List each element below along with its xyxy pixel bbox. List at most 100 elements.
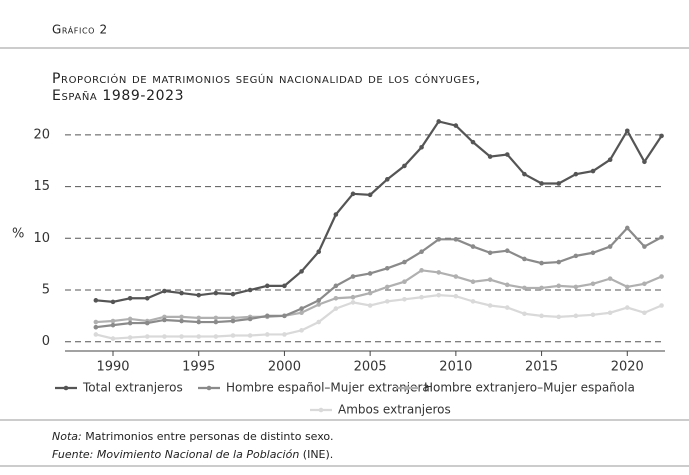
point <box>470 279 476 285</box>
chart-title: Proporción de matrimonios según nacional… <box>52 71 481 87</box>
point <box>367 192 373 198</box>
point <box>230 333 236 338</box>
point <box>539 285 544 291</box>
point <box>367 271 373 276</box>
legend-marker <box>63 385 69 391</box>
point <box>127 295 133 301</box>
point <box>144 320 150 326</box>
point <box>179 290 184 296</box>
legend-label: Ambos extranjeros <box>338 403 451 417</box>
point <box>487 303 493 308</box>
point <box>247 333 253 338</box>
point <box>196 292 202 298</box>
point <box>144 334 150 339</box>
point <box>264 283 270 289</box>
point <box>213 315 219 321</box>
point <box>162 288 167 294</box>
x-tick-label: 2000 <box>268 360 301 375</box>
point <box>333 283 339 289</box>
y-tick-label: 0 <box>42 334 50 349</box>
point <box>350 191 356 197</box>
point <box>504 152 510 157</box>
x-tick-label: 1990 <box>96 360 129 375</box>
point <box>264 332 270 337</box>
y-axis-label: % <box>12 227 24 242</box>
point <box>110 318 116 324</box>
point <box>196 334 202 339</box>
x-tick-label: 2010 <box>439 360 472 375</box>
source-label: Fuente: <box>52 448 93 461</box>
point <box>213 319 219 325</box>
point <box>659 234 664 240</box>
point <box>316 298 322 303</box>
point <box>624 128 630 134</box>
point <box>590 250 596 256</box>
point <box>316 249 322 255</box>
point <box>127 335 133 340</box>
x-tick-label: 2005 <box>354 360 387 375</box>
point <box>436 237 442 242</box>
point <box>419 268 424 273</box>
point <box>162 317 167 323</box>
point <box>470 299 476 304</box>
point <box>453 274 459 279</box>
point <box>402 279 407 285</box>
point <box>487 250 493 256</box>
point <box>384 177 390 182</box>
point <box>607 244 613 249</box>
point <box>350 300 356 305</box>
point <box>264 313 270 319</box>
point <box>504 282 510 288</box>
legend-label: Hombre extranjero–Mujer española <box>424 381 635 395</box>
point <box>453 237 459 242</box>
point <box>247 287 253 293</box>
point <box>419 249 424 255</box>
point <box>556 181 562 186</box>
point <box>299 306 304 311</box>
point <box>470 244 476 249</box>
x-tick-label: 2020 <box>611 360 644 375</box>
y-tick-label: 20 <box>33 127 50 142</box>
point <box>333 295 339 301</box>
point <box>419 144 424 150</box>
point <box>196 315 202 321</box>
point <box>504 305 510 310</box>
point <box>470 139 476 145</box>
point <box>282 313 287 319</box>
series-line <box>95 294 662 340</box>
point <box>93 319 99 325</box>
point <box>93 298 99 303</box>
point <box>556 259 562 265</box>
point <box>402 259 407 265</box>
point <box>642 159 647 165</box>
chart-subtitle: España 1989-2023 <box>52 88 184 104</box>
point <box>179 314 184 320</box>
point <box>624 305 630 310</box>
point <box>504 248 510 253</box>
point <box>350 274 356 279</box>
point <box>573 253 579 259</box>
source-text: Movimiento Nacional de la Población <box>97 448 299 461</box>
point <box>539 313 544 319</box>
series-line <box>95 269 662 324</box>
point <box>127 320 133 326</box>
y-tick-label: 5 <box>42 282 50 297</box>
note-text: Matrimonios entre personas de distinto s… <box>85 430 333 443</box>
point <box>230 318 236 324</box>
point <box>93 332 99 337</box>
point <box>607 310 613 316</box>
point <box>110 322 116 328</box>
point <box>607 157 613 163</box>
point <box>556 314 562 320</box>
point <box>436 270 442 275</box>
point <box>110 299 116 305</box>
point <box>419 294 424 300</box>
point <box>299 328 304 333</box>
y-tick-label: 15 <box>33 179 50 194</box>
point <box>384 284 390 290</box>
point <box>179 334 184 339</box>
series-line <box>95 226 663 329</box>
point <box>539 181 544 186</box>
source: Fuente: Movimiento Nacional de la Poblac… <box>52 448 333 461</box>
